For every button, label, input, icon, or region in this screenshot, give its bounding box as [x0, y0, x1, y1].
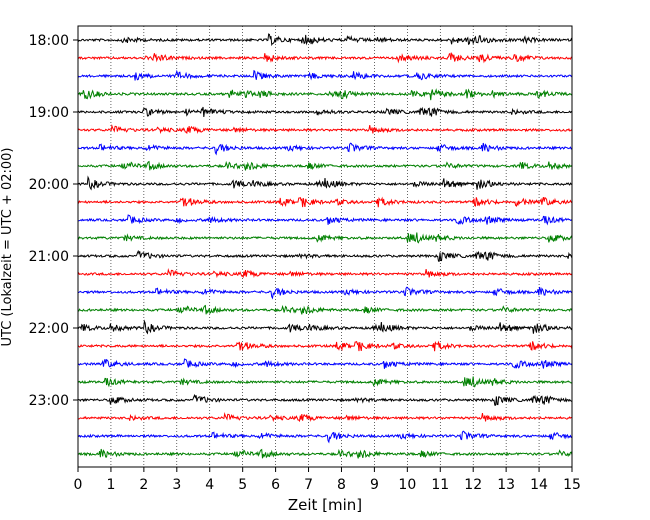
y-tick-label: 22:00	[29, 321, 69, 337]
x-tick-label: 7	[304, 477, 313, 493]
seismic-trace	[77, 69, 573, 81]
seismic-trace	[77, 33, 573, 47]
x-tick-label: 6	[271, 477, 280, 493]
seismic-trace	[77, 160, 573, 171]
seismic-trace	[77, 319, 573, 335]
seismic-trace	[77, 175, 573, 191]
seismic-trace	[77, 393, 573, 406]
seismic-trace	[77, 123, 573, 135]
seismic-trace	[77, 88, 573, 101]
seismic-trace	[77, 430, 573, 444]
seismic-trace	[77, 232, 573, 244]
seismic-trace	[77, 52, 573, 64]
seismic-trace	[77, 376, 573, 388]
seismic-trace	[77, 448, 573, 459]
y-axis-label: UTC (Lokalzeit = UTC + 02:00)	[0, 148, 15, 347]
x-tick-label: 13	[497, 477, 515, 493]
x-tick-label: 5	[238, 477, 247, 493]
seismic-trace	[77, 304, 573, 315]
x-tick-label: 11	[431, 477, 449, 493]
x-tick-label: 12	[464, 477, 482, 493]
x-tick-label: 3	[172, 477, 181, 493]
seismic-trace	[77, 106, 573, 118]
seismic-trace	[77, 286, 573, 300]
seismic-traces	[77, 33, 573, 459]
x-tick-label: 14	[530, 477, 548, 493]
x-axis-ticks: 0 1 2 3 4 5 6 7 8 9 10 11 12 13 14 15	[74, 467, 581, 493]
x-tick-label: 10	[398, 477, 416, 493]
y-tick-label: 18:00	[29, 33, 69, 49]
x-tick-label: 8	[337, 477, 346, 493]
y-tick-label: 19:00	[29, 105, 69, 121]
plot-frame	[77, 25, 573, 468]
seismic-trace	[77, 196, 573, 208]
seismic-trace	[77, 411, 573, 423]
x-tick-label: 0	[74, 477, 83, 493]
x-axis-label: Zeit [min]	[288, 496, 362, 514]
x-tick-label: 9	[370, 477, 379, 493]
seismic-trace	[77, 249, 573, 262]
y-axis-ticks: 18:00 19:00 20:00 21:00 22:00 23:00	[29, 33, 78, 409]
x-tick-label: 1	[106, 477, 115, 493]
seismic-trace	[77, 142, 573, 156]
x-tick-label: 15	[563, 477, 581, 493]
seismic-trace	[77, 267, 573, 279]
seismic-trace	[77, 358, 573, 369]
y-tick-label: 23:00	[29, 393, 69, 409]
y-tick-label: 20:00	[29, 177, 69, 193]
x-tick-label: 4	[205, 477, 214, 493]
seismic-trace	[77, 340, 573, 352]
seismic-trace	[77, 214, 573, 226]
x-tick-label: 2	[139, 477, 148, 493]
y-tick-label: 21:00	[29, 249, 69, 265]
